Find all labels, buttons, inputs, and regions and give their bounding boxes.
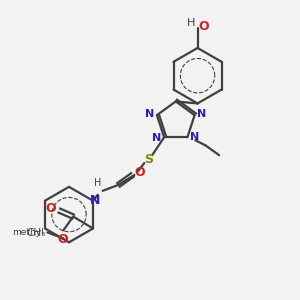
Text: H: H <box>94 178 102 188</box>
Text: methyl: methyl <box>12 228 43 237</box>
Text: N: N <box>145 109 154 119</box>
Text: N: N <box>190 132 200 142</box>
Text: N: N <box>196 109 206 119</box>
Text: O: O <box>46 202 56 215</box>
Text: O: O <box>57 233 68 246</box>
Text: H: H <box>186 18 195 28</box>
Text: CH₃: CH₃ <box>26 228 46 239</box>
Text: N: N <box>90 194 101 207</box>
Text: N: N <box>152 133 161 143</box>
Text: O: O <box>134 167 145 179</box>
Text: O: O <box>199 20 209 33</box>
Text: S: S <box>144 153 153 166</box>
